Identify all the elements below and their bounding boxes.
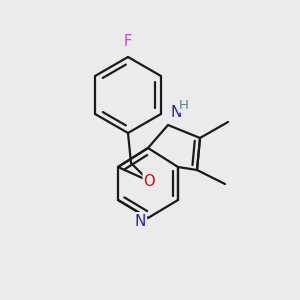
Text: O: O bbox=[143, 173, 155, 188]
Text: N: N bbox=[170, 105, 182, 120]
Text: N: N bbox=[134, 214, 146, 229]
Text: H: H bbox=[179, 99, 189, 112]
Text: F: F bbox=[124, 34, 132, 49]
